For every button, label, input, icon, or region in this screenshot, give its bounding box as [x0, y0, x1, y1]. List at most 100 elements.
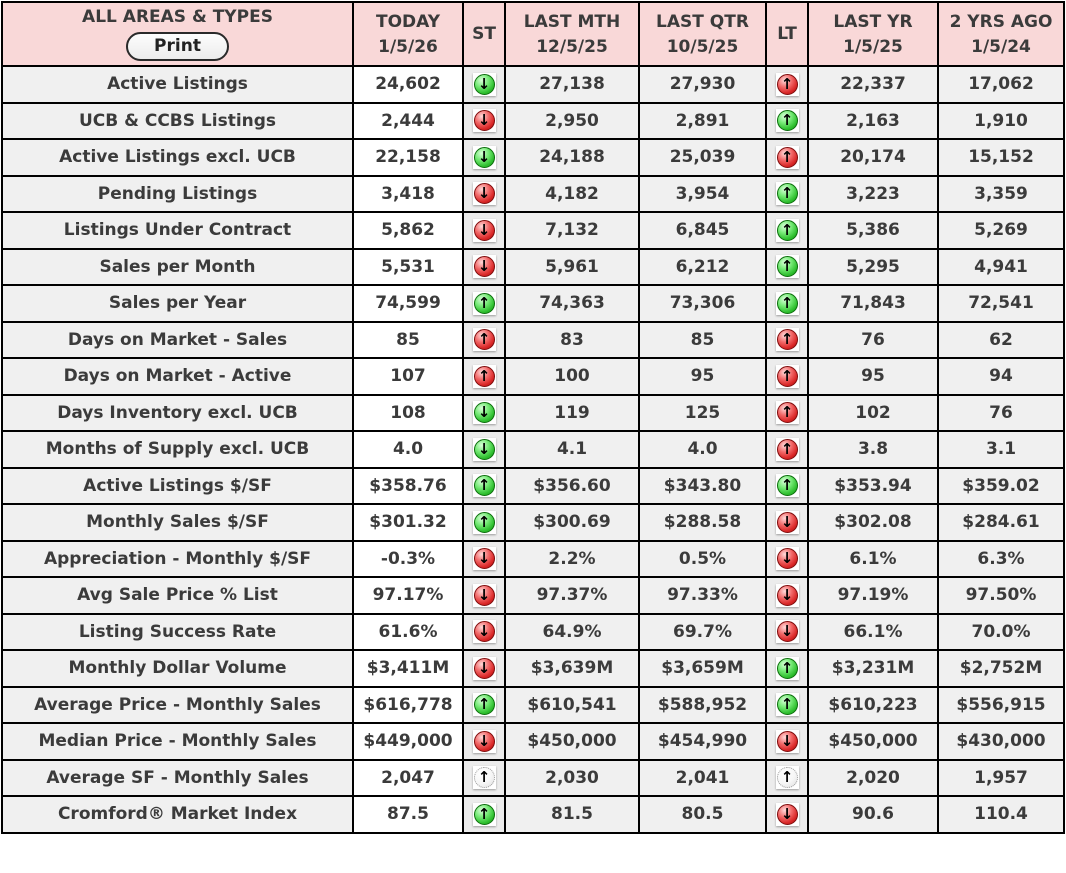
value-last-year: 97.19% [807, 576, 939, 615]
value-last-month: 4,182 [504, 174, 640, 213]
value-last-year: 90.6 [807, 795, 939, 834]
value-last-year: 2,020 [807, 758, 939, 797]
lt-trend-cell: ↑ [765, 138, 809, 177]
green-orb: ↓ [473, 73, 495, 95]
red-orb: ↓ [776, 730, 798, 752]
trend-up-icon: ↑ [472, 291, 496, 315]
value-last-year: $610,223 [807, 685, 939, 724]
red-orb: ↓ [776, 548, 798, 570]
column-title: TODAY [376, 11, 440, 32]
value-last-quarter: $343.80 [638, 466, 767, 505]
trend-down-icon: ↓ [472, 656, 496, 680]
trend-down-icon: ↓ [775, 547, 799, 571]
green-orb: ↑ [776, 219, 798, 241]
st-trend-cell: ↓ [462, 211, 506, 250]
lt-trend-cell: ↑ [765, 65, 809, 104]
lt-trend-cell: ↑ [765, 466, 809, 505]
value-today: 108 [352, 393, 464, 432]
table-row: UCB & CCBS Listings 2,444 ↓ 2,950 2,891 ↑ 2,16… [1, 101, 1065, 140]
green-orb: ↑ [776, 110, 798, 132]
white-orb: ↑ [473, 767, 495, 789]
metric-label: Monthly Dollar Volume [1, 649, 354, 688]
value-two-years-ago: 5,269 [937, 211, 1065, 250]
value-last-month: 5,961 [504, 247, 640, 286]
trend-down-icon: ↓ [775, 729, 799, 753]
value-last-month: $3,639M [504, 649, 640, 688]
value-last-month: 64.9% [504, 612, 640, 651]
lt-trend-cell: ↓ [765, 612, 809, 651]
green-orb: ↑ [776, 657, 798, 679]
value-two-years-ago: 94 [937, 357, 1065, 396]
trend-down-icon: ↓ [472, 620, 496, 644]
value-last-year: 76 [807, 320, 939, 359]
trend-down-icon: ↓ [775, 802, 799, 826]
column-date: 10/5/25 [666, 36, 739, 57]
value-two-years-ago: 1,910 [937, 101, 1065, 140]
metric-label: Days on Market - Active [1, 357, 354, 396]
st-trend-cell: ↓ [462, 612, 506, 651]
metric-label: Active Listings [1, 65, 354, 104]
value-today: 5,531 [352, 247, 464, 286]
value-last-quarter: 25,039 [638, 138, 767, 177]
value-today: 2,047 [352, 758, 464, 797]
green-orb: ↑ [776, 256, 798, 278]
column-title: LAST MTH [523, 11, 621, 32]
value-today: 61.6% [352, 612, 464, 651]
value-today: 22,158 [352, 138, 464, 177]
metric-label: Cromford® Market Index [1, 795, 354, 834]
areas-types-title: ALL AREAS & TYPES [82, 7, 273, 27]
market-summary-table: ALL AREAS & TYPES Print TODAY 1/5/26 ST [1, 1, 1065, 834]
trend-down-icon: ↓ [472, 729, 496, 753]
value-last-year: 71,843 [807, 284, 939, 323]
lt-trend-cell: ↑ [765, 357, 809, 396]
table-row: Days on Market - Active 107 ↑ 100 95 ↑ 95 94 [1, 357, 1065, 396]
trend-down-icon: ↓ [472, 145, 496, 169]
trend-up-icon: ↑ [775, 255, 799, 279]
red-orb: ↓ [776, 511, 798, 533]
lt-trend-cell: ↓ [765, 539, 809, 578]
header-cell-two-years-ago: 2 YRS AGO 1/5/24 [937, 1, 1065, 67]
value-two-years-ago: 15,152 [937, 138, 1065, 177]
value-today: 85 [352, 320, 464, 359]
trend-up-icon: ↑ [775, 401, 799, 425]
st-trend-cell: ↓ [462, 247, 506, 286]
st-trend-cell: ↑ [462, 357, 506, 396]
value-two-years-ago: 62 [937, 320, 1065, 359]
value-last-month: 2,950 [504, 101, 640, 140]
table-row: Sales per Year 74,599 ↑ 74,363 73,306 ↑ 71,843… [1, 284, 1065, 323]
value-last-month: 7,132 [504, 211, 640, 250]
header-cell-st: ST [462, 1, 506, 67]
table-row: Avg Sale Price % List 97.17% ↓ 97.37% 97.33%… [1, 576, 1065, 615]
value-two-years-ago: 3,359 [937, 174, 1065, 213]
table-row: Monthly Sales $/SF $301.32 ↑ $300.69 $288.58… [1, 503, 1065, 542]
print-button[interactable]: Print [126, 32, 229, 61]
value-today: $616,778 [352, 685, 464, 724]
metric-label: Median Price - Monthly Sales [1, 722, 354, 761]
value-two-years-ago: 70.0% [937, 612, 1065, 651]
red-orb: ↑ [776, 329, 798, 351]
lt-trend-cell: ↑ [765, 685, 809, 724]
trend-up-icon: ↑ [775, 109, 799, 133]
value-last-year: 3,223 [807, 174, 939, 213]
trend-down-icon: ↓ [472, 255, 496, 279]
value-last-year: 2,163 [807, 101, 939, 140]
value-last-quarter: 6,845 [638, 211, 767, 250]
red-orb: ↓ [776, 584, 798, 606]
trend-up-icon: ↑ [775, 656, 799, 680]
lt-trend-cell: ↓ [765, 795, 809, 834]
st-trend-cell: ↓ [462, 65, 506, 104]
value-last-quarter: 69.7% [638, 612, 767, 651]
value-last-year: $450,000 [807, 722, 939, 761]
st-trend-cell: ↑ [462, 795, 506, 834]
value-last-quarter: 0.5% [638, 539, 767, 578]
value-last-quarter: $454,990 [638, 722, 767, 761]
lt-trend-cell: ↑ [765, 758, 809, 797]
trend-down-icon: ↓ [472, 72, 496, 96]
value-last-month: $610,541 [504, 685, 640, 724]
red-orb: ↓ [473, 657, 495, 679]
value-two-years-ago: 1,957 [937, 758, 1065, 797]
green-orb: ↓ [473, 438, 495, 460]
value-last-month: 2,030 [504, 758, 640, 797]
value-two-years-ago: $556,915 [937, 685, 1065, 724]
value-last-month: 81.5 [504, 795, 640, 834]
